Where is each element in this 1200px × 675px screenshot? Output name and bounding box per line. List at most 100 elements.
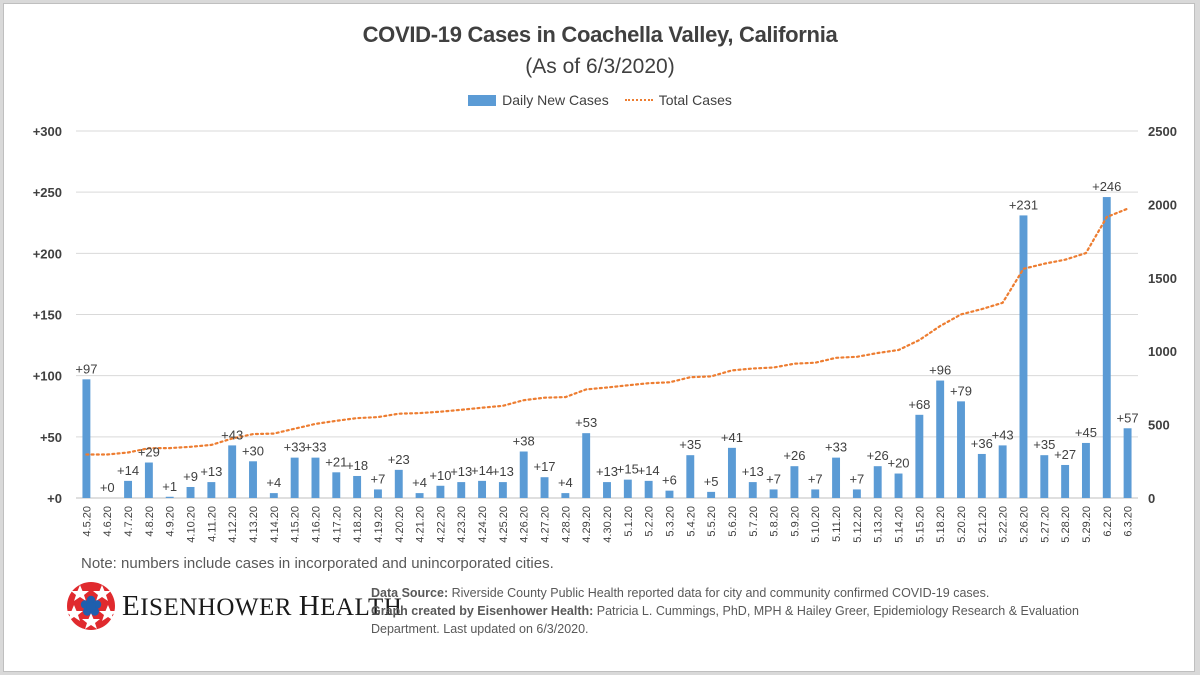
bar bbox=[478, 480, 487, 498]
x-tick-label: 4.14.20 bbox=[269, 506, 281, 543]
bar bbox=[207, 482, 216, 498]
bar-data-label: +26 bbox=[783, 448, 805, 463]
x-tick-label: 5.22.20 bbox=[998, 506, 1010, 543]
bar-data-label: +7 bbox=[808, 471, 823, 486]
bar-data-label: +33 bbox=[284, 440, 306, 455]
bar-data-label: +13 bbox=[492, 464, 514, 479]
bar bbox=[873, 466, 882, 498]
x-tick-label: 6.2.20 bbox=[1102, 506, 1114, 537]
y-left-tick-label: +0 bbox=[47, 491, 62, 506]
bar-data-label: +23 bbox=[388, 452, 410, 467]
bar-data-label: +14 bbox=[471, 463, 493, 478]
x-tick-label: 4.19.20 bbox=[373, 506, 385, 543]
bar-data-label: +57 bbox=[1117, 410, 1139, 425]
bar bbox=[582, 433, 591, 498]
bar-data-label: +35 bbox=[679, 437, 701, 452]
bar bbox=[332, 472, 341, 498]
x-tick-label: 4.25.20 bbox=[498, 506, 510, 543]
x-tick-label: 4.24.20 bbox=[477, 506, 489, 543]
bar-data-label: +10 bbox=[429, 468, 451, 483]
graph-credit-line: Graph created by Eisenhower Health: Patr… bbox=[371, 604, 1079, 636]
bar-data-label: +1 bbox=[162, 479, 177, 494]
x-tick-label: 5.29.20 bbox=[1081, 506, 1093, 543]
x-tick-label: 5.3.20 bbox=[664, 506, 676, 537]
bar-data-label: +7 bbox=[766, 471, 781, 486]
bar bbox=[1081, 442, 1090, 498]
x-tick-label: 4.16.20 bbox=[310, 506, 322, 543]
x-tick-label: 4.17.20 bbox=[331, 506, 343, 543]
x-tick-label: 4.26.20 bbox=[519, 506, 531, 543]
bar-data-label: +26 bbox=[867, 448, 889, 463]
y-right-tick-label: 1000 bbox=[1148, 344, 1177, 359]
x-tick-label: 5.6.20 bbox=[727, 506, 739, 537]
x-tick-label: 5.12.20 bbox=[852, 506, 864, 543]
x-tick-label: 5.15.20 bbox=[914, 506, 926, 543]
bar-data-label: +7 bbox=[371, 471, 386, 486]
bar bbox=[727, 447, 736, 498]
bar-data-label: +13 bbox=[596, 464, 618, 479]
y-right-tick-label: 500 bbox=[1148, 418, 1170, 433]
bar-data-label: +68 bbox=[908, 397, 930, 412]
x-tick-label: 5.10.20 bbox=[810, 506, 822, 543]
bar-data-label: +35 bbox=[1033, 437, 1055, 452]
bar bbox=[998, 445, 1007, 498]
x-tick-label: 4.7.20 bbox=[123, 506, 135, 537]
bar-data-label: +43 bbox=[992, 427, 1014, 442]
bar-data-label: +38 bbox=[513, 434, 535, 449]
x-tick-label: 5.9.20 bbox=[789, 506, 801, 537]
y-left-tick-label: +300 bbox=[33, 124, 62, 139]
bar bbox=[540, 477, 549, 498]
y-right-tick-label: 2000 bbox=[1148, 197, 1177, 212]
bar bbox=[769, 489, 778, 498]
x-tick-label: 5.18.20 bbox=[935, 506, 947, 543]
bar-data-label: +36 bbox=[971, 436, 993, 451]
x-tick-label: 4.20.20 bbox=[394, 506, 406, 543]
bar-data-label: +9 bbox=[183, 469, 198, 484]
bar bbox=[1102, 197, 1111, 498]
y-left-tick-label: +200 bbox=[33, 246, 62, 261]
x-tick-label: 5.20.20 bbox=[956, 506, 968, 543]
bar bbox=[144, 462, 153, 498]
bar bbox=[1019, 215, 1028, 498]
x-tick-label: 4.6.20 bbox=[102, 506, 114, 537]
x-tick-label: 5.14.20 bbox=[894, 506, 906, 543]
x-tick-label: 4.12.20 bbox=[227, 506, 239, 543]
x-tick-label: 4.13.20 bbox=[248, 506, 260, 543]
bar bbox=[665, 490, 674, 498]
footnote: Note: numbers include cases in incorpora… bbox=[81, 555, 554, 572]
bar-data-label: +231 bbox=[1009, 197, 1038, 212]
bar bbox=[686, 455, 695, 498]
bar-data-label: +45 bbox=[1075, 425, 1097, 440]
x-tick-label: 4.30.20 bbox=[602, 506, 614, 543]
bar-data-label: +246 bbox=[1092, 179, 1121, 194]
bar-data-label: +15 bbox=[617, 462, 639, 477]
legend-item-daily: Daily New Cases bbox=[468, 92, 609, 108]
x-tick-label: 5.28.20 bbox=[1060, 506, 1072, 543]
bar bbox=[186, 486, 195, 498]
legend-item-total: Total Cases bbox=[624, 92, 732, 108]
bar bbox=[82, 379, 91, 498]
bar-data-label: +4 bbox=[558, 475, 573, 490]
bar bbox=[124, 480, 133, 498]
x-tick-label: 5.27.20 bbox=[1039, 506, 1051, 543]
y-left-tick-label: +50 bbox=[40, 430, 62, 445]
legend-swatch-total bbox=[624, 99, 653, 101]
bar bbox=[852, 489, 861, 498]
bar bbox=[603, 482, 611, 498]
x-tick-label: 6.3.20 bbox=[1123, 506, 1135, 537]
x-tick-label: 4.29.20 bbox=[581, 506, 593, 543]
bar-data-label: +97 bbox=[75, 361, 97, 376]
x-tick-label: 5.13.20 bbox=[873, 506, 885, 543]
bar-data-label: +4 bbox=[412, 475, 427, 490]
bar bbox=[644, 480, 653, 498]
bar bbox=[436, 485, 445, 498]
bar bbox=[832, 457, 841, 498]
bar bbox=[249, 461, 257, 498]
bar bbox=[957, 401, 965, 498]
x-tick-label: 5.21.20 bbox=[977, 506, 989, 543]
bar bbox=[1040, 455, 1049, 498]
x-tick-label: 4.8.20 bbox=[144, 506, 156, 537]
chart-subtitle: (As of 6/3/2020) bbox=[525, 55, 675, 78]
bar-data-label: +27 bbox=[1054, 447, 1076, 462]
y-right-tick-label: 0 bbox=[1148, 491, 1155, 506]
